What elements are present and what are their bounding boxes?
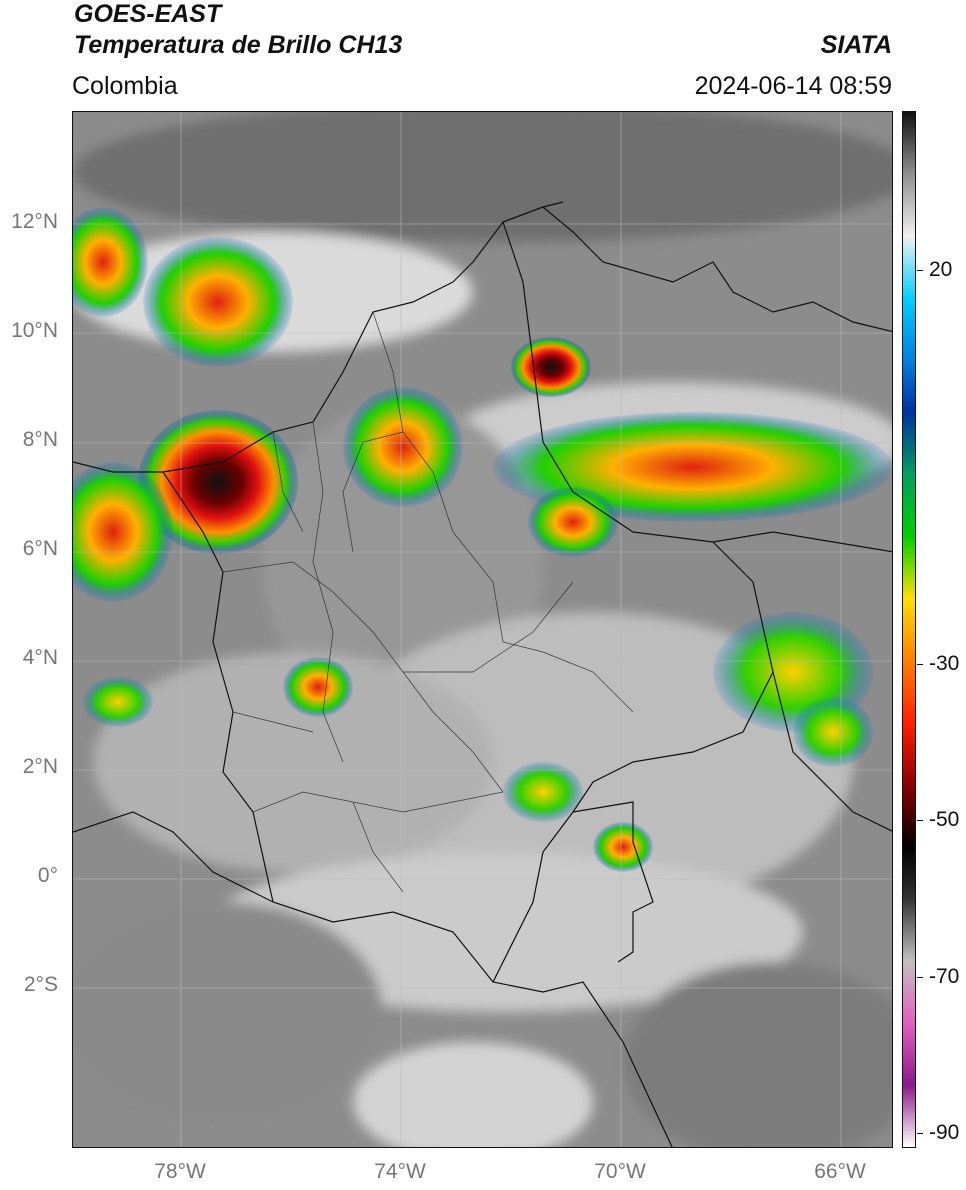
brand-label: SIATA: [820, 31, 892, 59]
lat-label-6N: 6°N: [22, 537, 58, 560]
lat-label-0: 0°: [37, 864, 58, 887]
colorbar-tick-mark: [917, 270, 923, 271]
lon-label-66W: 66°W: [814, 1160, 866, 1183]
colorbar-tick-mark: [917, 1133, 923, 1134]
timestamp-label: 2024-06-14 08:59: [694, 72, 892, 100]
colorbar-tick-mark: [917, 664, 923, 665]
product-title: Temperatura de Brillo CH13: [74, 31, 403, 59]
lat-label-10N: 10°N: [11, 319, 58, 342]
lat-label-4N: 4°N: [22, 646, 58, 669]
colorbar-tick-minus70: -70: [929, 965, 960, 988]
lat-label-2N: 2°N: [22, 755, 58, 778]
colorbar-tick-minus50: -50: [929, 808, 960, 831]
colorbar-tick-mark: [917, 977, 923, 978]
colorbar-tick-mark: [917, 820, 923, 821]
satellite-map[interactable]: [72, 111, 893, 1148]
lat-label-8N: 8°N: [22, 428, 58, 451]
lat-label-12N: 12°N: [11, 210, 58, 233]
satellite-title: GOES-EAST: [74, 0, 222, 28]
lon-label-70W: 70°W: [594, 1160, 646, 1183]
lon-label-78W: 78°W: [154, 1160, 206, 1183]
map-canvas: [73, 112, 892, 1147]
colorbar-tick-minus90: -90: [929, 1121, 960, 1144]
region-label: Colombia: [72, 72, 178, 100]
lat-label-2S: 2°S: [23, 973, 58, 996]
colorbar-tick-minus30: -30: [929, 652, 960, 675]
temperature-colorbar: [902, 111, 916, 1148]
lon-label-74W: 74°W: [374, 1160, 426, 1183]
colorbar-tick-20: 20: [929, 258, 953, 281]
